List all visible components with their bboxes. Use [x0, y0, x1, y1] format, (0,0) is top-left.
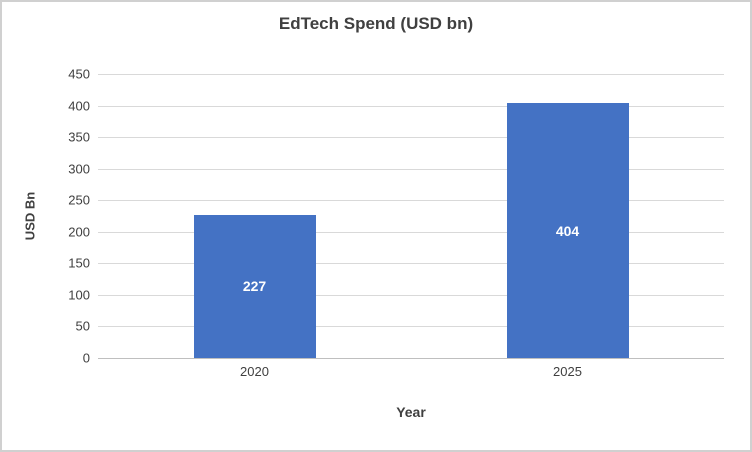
gridline [98, 263, 724, 265]
bar-value-label: 404 [555, 222, 580, 239]
gridline [98, 200, 724, 202]
bar-2025 [506, 103, 629, 358]
y-tick-label: 200 [68, 224, 90, 240]
y-tick-label: 250 [68, 192, 90, 208]
y-tick-label: 50 [75, 318, 90, 334]
x-tick-label: 2020 [240, 364, 269, 379]
gridline [98, 168, 724, 170]
plot-area: 227 404 [98, 74, 724, 359]
gridline [98, 105, 724, 107]
gridline [98, 294, 724, 296]
gridline [98, 231, 724, 233]
chart-title: EdTech Spend (USD bn) [278, 14, 474, 33]
x-tick-label: 2025 [553, 364, 582, 379]
bar-2020 [193, 214, 316, 358]
y-axis-title: USD Bn [22, 191, 38, 241]
y-tick-label: 450 [68, 66, 90, 82]
bar-value-label: 227 [242, 278, 267, 295]
y-tick-label: 150 [68, 255, 90, 271]
y-axis-tick-labels: 0 50 100 150 200 250 300 350 400 450 [40, 67, 90, 366]
gridline [98, 326, 724, 328]
y-tick-label: 350 [68, 129, 90, 145]
y-tick-label: 0 [82, 350, 90, 366]
y-tick-label: 400 [68, 98, 90, 114]
y-tick-label: 300 [68, 161, 90, 177]
gridline [98, 74, 724, 75]
x-axis-tick-labels: 2020 2025 [98, 364, 724, 384]
y-tick-label: 100 [68, 287, 90, 303]
gridline [98, 137, 724, 139]
x-axis-title: Year [396, 404, 426, 420]
x-axis-line [98, 358, 724, 359]
